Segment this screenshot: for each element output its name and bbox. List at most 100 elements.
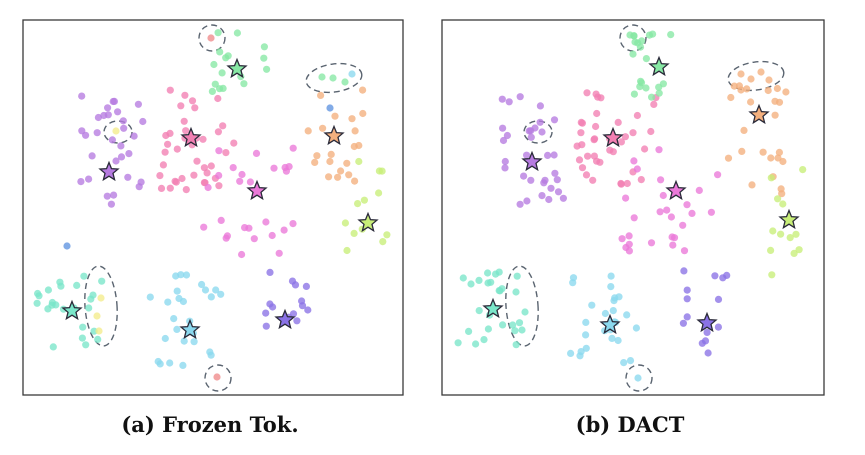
point	[683, 286, 691, 294]
point	[735, 82, 743, 90]
point	[130, 132, 138, 140]
star-purple	[521, 150, 543, 172]
point	[298, 302, 307, 310]
point	[629, 129, 637, 137]
star-cyan	[599, 313, 621, 335]
star-green	[648, 55, 670, 77]
point	[484, 279, 492, 287]
point	[523, 197, 531, 205]
point	[589, 176, 597, 184]
point	[767, 174, 775, 182]
point	[204, 183, 212, 192]
point	[182, 186, 190, 194]
point	[727, 93, 735, 102]
point	[614, 118, 622, 126]
point	[792, 230, 800, 238]
point	[592, 122, 600, 131]
point	[711, 272, 719, 280]
ring-yellow-bottomleft	[84, 265, 118, 347]
point	[631, 38, 639, 46]
point	[182, 127, 190, 135]
star-lime	[778, 208, 800, 230]
point	[213, 373, 221, 381]
point	[515, 319, 524, 327]
point	[246, 178, 254, 186]
ring-yellow-left	[103, 120, 133, 144]
point	[207, 351, 215, 359]
point	[737, 70, 745, 78]
point	[541, 176, 549, 184]
point	[719, 274, 727, 282]
point	[114, 108, 122, 116]
point	[341, 78, 349, 86]
point	[327, 150, 335, 158]
point	[173, 325, 181, 333]
ring-cyan-bottom	[625, 364, 653, 392]
point	[632, 324, 640, 332]
point	[630, 90, 638, 98]
point	[63, 242, 71, 250]
point	[263, 65, 271, 73]
point	[201, 286, 210, 294]
point	[280, 226, 288, 234]
point	[659, 80, 667, 88]
point	[318, 73, 326, 81]
point	[569, 274, 578, 282]
point	[577, 118, 585, 126]
point	[669, 241, 677, 249]
point	[289, 220, 297, 228]
point	[584, 152, 592, 160]
point	[77, 178, 85, 186]
point	[629, 50, 637, 58]
point	[465, 327, 473, 335]
point	[656, 208, 664, 216]
point	[229, 164, 237, 172]
point	[210, 60, 218, 69]
point	[351, 177, 359, 185]
ring-green-topright	[305, 62, 363, 94]
point	[348, 70, 356, 78]
point	[219, 84, 227, 92]
point	[593, 109, 601, 118]
point	[538, 128, 546, 136]
point	[85, 304, 93, 312]
point	[777, 230, 785, 238]
point	[79, 323, 87, 331]
point	[215, 147, 223, 155]
point	[214, 94, 222, 103]
point	[475, 307, 483, 315]
star-magenta	[246, 179, 268, 201]
point	[179, 361, 187, 369]
point	[499, 321, 507, 329]
point	[767, 154, 775, 162]
point	[714, 323, 722, 331]
point	[57, 282, 65, 290]
point	[188, 97, 197, 105]
point	[641, 145, 649, 153]
point	[44, 305, 52, 313]
point	[34, 289, 42, 298]
point	[85, 175, 93, 183]
point	[779, 200, 787, 208]
point	[78, 127, 86, 135]
point	[233, 29, 241, 37]
point	[771, 111, 779, 119]
point	[554, 188, 563, 196]
point	[650, 100, 658, 108]
point	[545, 195, 553, 204]
point	[567, 349, 575, 357]
point	[501, 164, 509, 172]
point	[636, 83, 644, 91]
point	[617, 138, 625, 146]
point	[191, 104, 199, 112]
point	[547, 184, 555, 192]
point	[513, 272, 521, 280]
highlight-rings	[84, 24, 363, 392]
point	[614, 336, 622, 345]
point	[724, 154, 733, 162]
point	[146, 293, 154, 301]
point	[509, 321, 517, 329]
point	[179, 297, 187, 306]
caption-b: (b) DACT	[575, 412, 685, 437]
point	[536, 118, 544, 126]
